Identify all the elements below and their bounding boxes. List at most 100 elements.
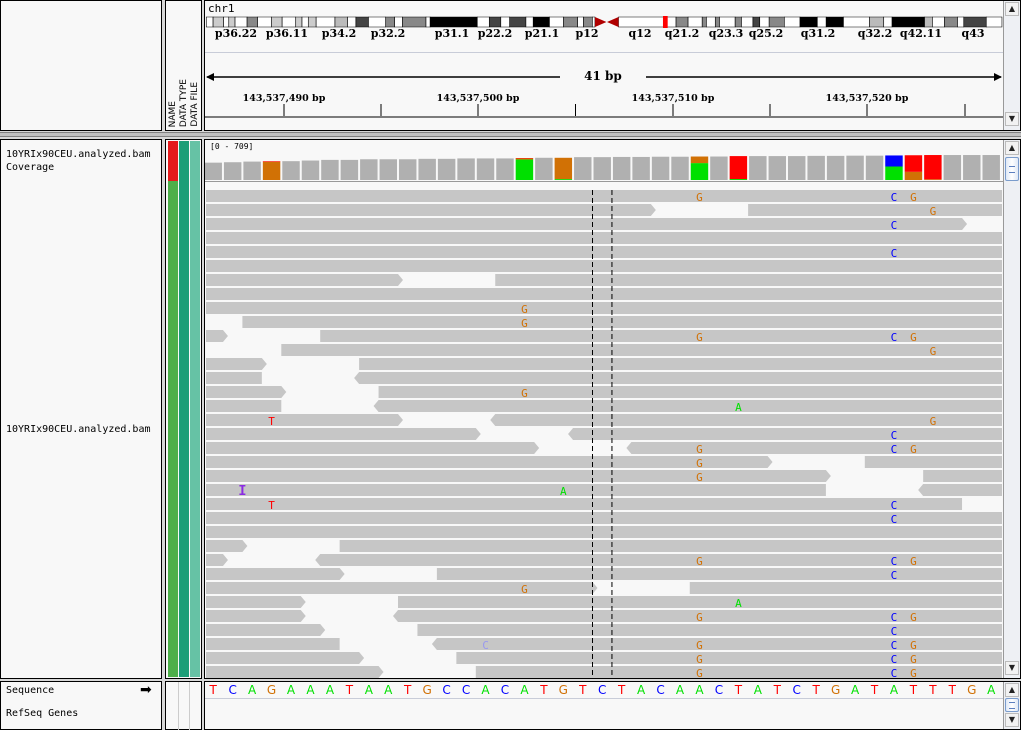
scroll-thumb[interactable] bbox=[1005, 698, 1019, 712]
cytoband[interactable] bbox=[229, 17, 235, 27]
read[interactable] bbox=[281, 344, 1002, 356]
coverage-bar[interactable] bbox=[612, 156, 631, 180]
read[interactable] bbox=[206, 274, 403, 286]
read[interactable] bbox=[206, 624, 326, 636]
read[interactable] bbox=[373, 400, 1002, 412]
cytoband[interactable] bbox=[533, 17, 549, 27]
read[interactable] bbox=[206, 358, 267, 370]
read[interactable] bbox=[206, 302, 1002, 314]
cytoband[interactable] bbox=[817, 17, 826, 27]
coverage-allele-G[interactable] bbox=[554, 157, 573, 180]
cytoband[interactable] bbox=[296, 17, 302, 27]
read[interactable] bbox=[923, 470, 1002, 482]
cytoband[interactable] bbox=[356, 17, 369, 27]
header-scrollbar[interactable]: ▲ ▼ bbox=[1003, 1, 1020, 130]
read[interactable] bbox=[417, 624, 1002, 636]
alignment-track-name[interactable]: 10YRIx90CEU.analyzed.bam bbox=[6, 424, 151, 435]
coverage-bar[interactable] bbox=[651, 156, 670, 180]
cytoband[interactable] bbox=[619, 17, 668, 27]
read[interactable] bbox=[206, 652, 365, 664]
attribute-data-file[interactable] bbox=[190, 141, 200, 677]
read[interactable] bbox=[206, 512, 1002, 524]
cytoband[interactable] bbox=[564, 17, 578, 27]
coverage-bar[interactable] bbox=[593, 157, 611, 180]
cytoband[interactable] bbox=[477, 17, 489, 27]
read[interactable] bbox=[378, 386, 1002, 398]
read[interactable] bbox=[495, 274, 1002, 286]
read[interactable] bbox=[206, 400, 282, 412]
read[interactable] bbox=[242, 316, 1002, 328]
cytoband[interactable] bbox=[348, 17, 356, 27]
read[interactable] bbox=[748, 204, 1002, 216]
read[interactable] bbox=[206, 372, 262, 384]
coverage-bar[interactable] bbox=[476, 158, 495, 180]
coverage-track[interactable] bbox=[205, 140, 1003, 185]
strand-arrow-icon[interactable]: ➡ bbox=[140, 682, 152, 698]
read[interactable] bbox=[206, 330, 228, 342]
cytoband[interactable] bbox=[430, 17, 477, 27]
cytoband[interactable] bbox=[526, 17, 533, 27]
read[interactable] bbox=[206, 498, 963, 510]
cytoband[interactable] bbox=[272, 17, 282, 27]
insertion-marker[interactable] bbox=[241, 485, 244, 495]
scroll-up-icon[interactable]: ▲ bbox=[1005, 683, 1019, 697]
read[interactable] bbox=[206, 218, 968, 230]
cytoband[interactable] bbox=[986, 17, 1002, 27]
read[interactable] bbox=[206, 484, 826, 496]
coverage-bar[interactable] bbox=[321, 159, 339, 180]
read[interactable] bbox=[206, 638, 340, 650]
cytoband[interactable] bbox=[826, 17, 843, 27]
coverage-bar[interactable] bbox=[340, 159, 359, 180]
coverage-bar[interactable] bbox=[865, 155, 884, 180]
cytoband[interactable] bbox=[316, 17, 335, 27]
read[interactable] bbox=[206, 442, 540, 454]
read[interactable] bbox=[206, 190, 1002, 202]
scroll-thumb[interactable] bbox=[1005, 157, 1019, 181]
coverage-bar[interactable] bbox=[671, 156, 689, 180]
cytoband[interactable] bbox=[402, 17, 426, 27]
coverage-bar[interactable] bbox=[205, 162, 222, 180]
cytoband[interactable] bbox=[769, 17, 784, 27]
coverage-bar[interactable] bbox=[768, 156, 786, 180]
coverage-bar[interactable] bbox=[749, 156, 767, 180]
coverage-allele-G[interactable] bbox=[262, 161, 281, 180]
coverage-allele-G[interactable] bbox=[924, 179, 942, 180]
coverage-allele-C[interactable] bbox=[885, 155, 903, 167]
cytoband[interactable] bbox=[702, 17, 706, 27]
coverage-bar[interactable] bbox=[437, 158, 456, 180]
read[interactable] bbox=[864, 456, 1002, 468]
feature-scrollbar[interactable]: ▲ ▼ bbox=[1003, 682, 1020, 729]
read[interactable] bbox=[206, 386, 287, 398]
cytoband[interactable] bbox=[892, 17, 924, 27]
coverage-bar[interactable] bbox=[399, 159, 417, 180]
read[interactable] bbox=[490, 414, 1002, 426]
read[interactable] bbox=[626, 442, 1002, 454]
read[interactable] bbox=[431, 638, 1002, 650]
cytoband[interactable] bbox=[784, 17, 800, 27]
read[interactable] bbox=[206, 526, 1002, 538]
scroll-down-icon[interactable]: ▼ bbox=[1005, 713, 1019, 727]
coverage-allele-A[interactable] bbox=[515, 159, 534, 180]
read[interactable] bbox=[206, 204, 656, 216]
refseq-genes-track-name[interactable]: RefSeq Genes bbox=[6, 708, 79, 719]
cytoband[interactable] bbox=[957, 17, 963, 27]
read[interactable] bbox=[320, 330, 1002, 342]
attribute-header-data-file[interactable]: DATA FILE bbox=[190, 82, 200, 127]
read[interactable] bbox=[206, 246, 1002, 258]
cytoband[interactable] bbox=[715, 17, 719, 27]
cytoband[interactable] bbox=[489, 17, 501, 27]
cytoband[interactable] bbox=[583, 17, 592, 27]
attribute-header-data-type[interactable]: DATA TYPE bbox=[179, 78, 189, 127]
cytoband[interactable] bbox=[386, 17, 395, 27]
read[interactable] bbox=[206, 288, 1002, 300]
read[interactable] bbox=[206, 414, 403, 426]
cytoband[interactable] bbox=[206, 17, 213, 27]
coverage-bar[interactable] bbox=[846, 155, 864, 180]
cytoband[interactable] bbox=[706, 17, 715, 27]
coverage-bar[interactable] bbox=[943, 155, 962, 180]
read[interactable] bbox=[568, 428, 1002, 440]
coverage-bar[interactable] bbox=[982, 155, 1000, 180]
read[interactable] bbox=[354, 372, 1003, 384]
coverage-bar[interactable] bbox=[301, 160, 320, 180]
coverage-bar[interactable] bbox=[223, 162, 242, 180]
